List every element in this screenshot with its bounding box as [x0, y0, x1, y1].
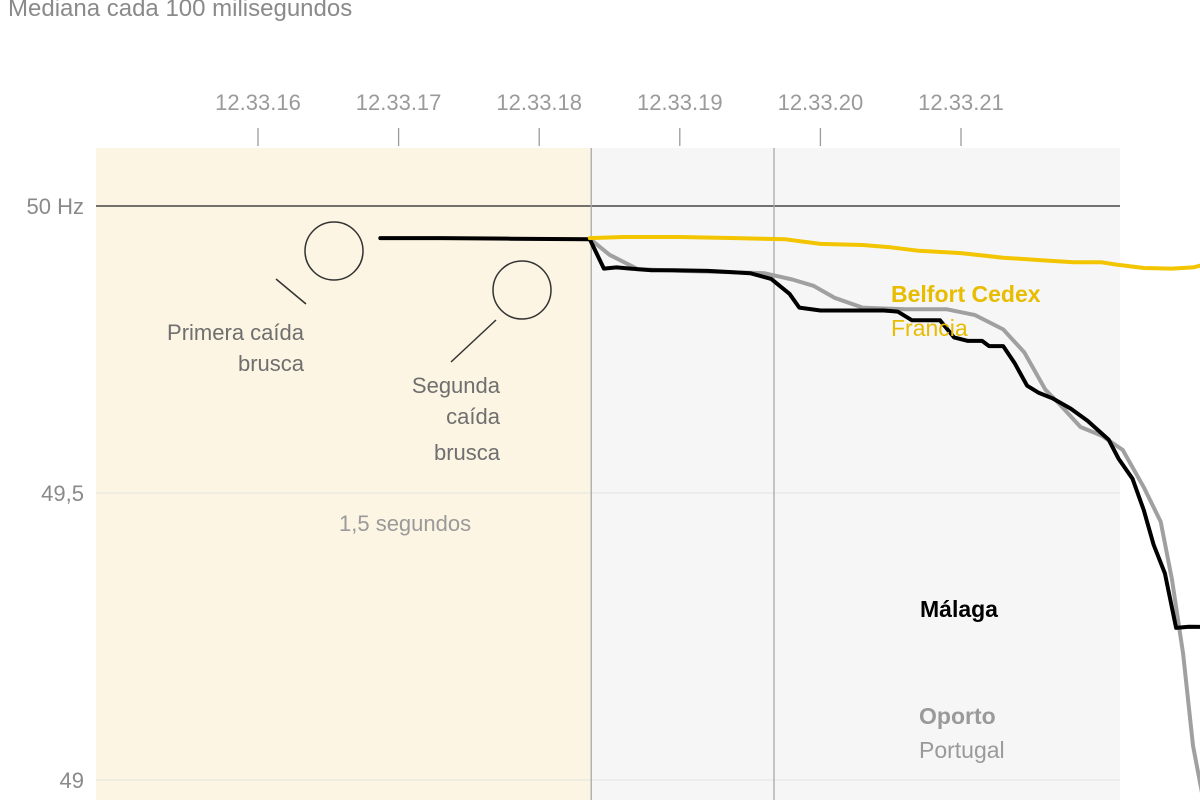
gridlines	[96, 205, 1120, 781]
x-tick-label: 12.33.21	[918, 90, 1004, 115]
duration-label: 1,5 segundos	[339, 511, 471, 536]
post-event-region	[591, 148, 1120, 800]
second-drop-circle	[492, 260, 552, 320]
chart-subtitle: Mediana cada 100 milisegundos	[8, 0, 352, 22]
second-drop-label-line3: brusca	[434, 440, 501, 465]
series-lines	[378, 235, 1200, 794]
oporto-country-label: Portugal	[919, 737, 1005, 763]
second-drop-label-line1: Segunda	[412, 373, 501, 398]
x-tick-label: 12.33.18	[496, 90, 582, 115]
y-tick-label: 49,5	[41, 481, 84, 506]
first-drop-label-line2: brusca	[238, 351, 305, 376]
malaga-line	[378, 236, 1200, 630]
malaga-name-label: Málaga	[920, 596, 998, 622]
annotation-first-drop: Primera caída brusca	[167, 221, 364, 376]
first-drop-circle	[304, 221, 364, 281]
annotation-second-drop: Segunda caída brusca	[412, 260, 552, 465]
first-drop-leader	[275, 278, 307, 305]
series-labels: Belfort Cedex Francia Málaga Oporto Port…	[891, 281, 1041, 763]
y-tick-label: 49	[60, 768, 84, 793]
belfort-country-label: Francia	[891, 315, 968, 341]
pre-event-region	[96, 148, 592, 800]
belfort-name-label: Belfort Cedex	[891, 281, 1041, 307]
y-axis-labels: 50 Hz 49,5 49	[27, 194, 84, 793]
x-axis-ticks: 12.33.16 12.33.17 12.33.18 12.33.19 12.33.20…	[215, 90, 1004, 146]
belfort-line	[587, 235, 1200, 271]
second-drop-label-line2: caída	[446, 404, 501, 429]
second-drop-leader	[450, 319, 497, 363]
first-drop-label-line1: Primera caída	[167, 320, 305, 345]
x-tick-label: 12.33.16	[215, 90, 301, 115]
oporto-name-label: Oporto	[919, 703, 996, 729]
x-tick-label: 12.33.17	[356, 90, 442, 115]
event-markers	[590, 148, 775, 800]
x-tick-label: 12.33.19	[637, 90, 723, 115]
y-tick-label: 50 Hz	[27, 194, 84, 219]
x-tick-label: 12.33.20	[778, 90, 864, 115]
